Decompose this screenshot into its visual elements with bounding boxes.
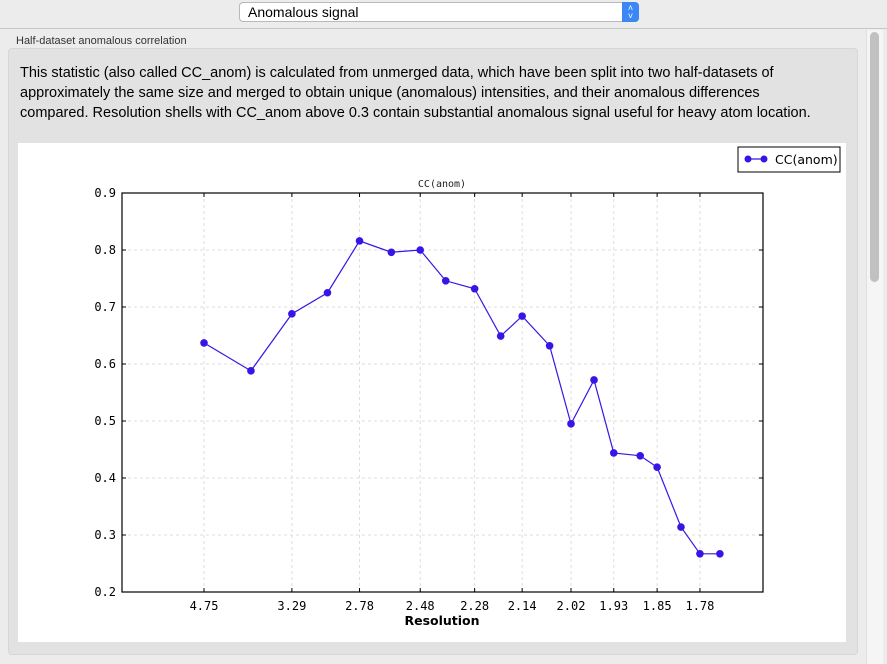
data-point [567, 420, 575, 428]
group-description: This statistic (also called CC_anom) is … [20, 65, 811, 121]
data-point [247, 367, 255, 375]
data-point [518, 312, 526, 320]
data-point [653, 463, 661, 471]
data-point [636, 451, 645, 460]
data-point [677, 523, 685, 531]
x-tick-label: 2.02 [557, 599, 586, 613]
legend-marker [744, 155, 752, 163]
group-title: Half-dataset anomalous correlation [16, 35, 187, 47]
data-point [696, 550, 704, 558]
y-tick-label: 0.5 [94, 414, 116, 428]
x-tick-label: 4.75 [190, 599, 219, 613]
y-tick-label: 0.6 [94, 357, 116, 371]
x-axis-label: Resolution [404, 613, 479, 628]
x-tick-label: 2.48 [406, 599, 435, 613]
data-point [470, 284, 479, 293]
y-tick-label: 0.4 [94, 471, 116, 485]
x-tick-label: 1.85 [643, 599, 672, 613]
y-tick-label: 0.2 [94, 585, 116, 599]
x-tick-label: 1.78 [685, 599, 714, 613]
data-point [545, 341, 554, 350]
y-tick-label: 0.9 [94, 186, 116, 200]
chart-panel: 0.2 0.3 0.4 0.5 0.6 0.7 0.8 0.9 4.75 3.29 2.78 2.48… [18, 143, 846, 642]
data-point [387, 248, 396, 257]
view-select-value: Anomalous signal [248, 4, 359, 20]
x-tick-label: 1.93 [599, 599, 628, 613]
data-point [416, 246, 425, 254]
y-tick-label: 0.8 [94, 243, 116, 257]
x-tick-label: 2.14 [508, 599, 537, 613]
x-tick-label: 2.78 [345, 599, 374, 613]
y-tick-label: 0.3 [94, 528, 116, 542]
x-tick-label: 2.28 [460, 599, 489, 613]
data-point [323, 288, 332, 297]
data-point [355, 237, 364, 245]
data-point [441, 276, 450, 285]
legend-marker [760, 155, 768, 163]
chart-title: CC(anom) [418, 179, 466, 190]
plot-frame [121, 192, 764, 593]
data-point [288, 310, 296, 318]
scrollbar[interactable] [866, 30, 883, 664]
data-point [609, 449, 618, 457]
scrollbar-thumb[interactable] [870, 32, 879, 282]
toolbar: Anomalous signal ˄ ˅ [0, 0, 887, 29]
chart: 0.2 0.3 0.4 0.5 0.6 0.7 0.8 0.9 4.75 3.29 2.78 2.48… [94, 146, 841, 628]
updown-chevron-icon[interactable]: ˄ ˅ [622, 2, 639, 22]
legend-label: CC(anom) [775, 152, 838, 167]
x-tick-label: 3.29 [277, 599, 306, 613]
y-tick-label: 0.7 [94, 300, 116, 314]
series-line [203, 240, 720, 555]
view-select[interactable]: Anomalous signal ˄ ˅ [239, 2, 639, 22]
data-point [200, 339, 208, 347]
data-point [496, 332, 505, 340]
data-point [590, 376, 598, 384]
data-point [716, 550, 724, 558]
legend: CC(anom) [737, 146, 841, 173]
